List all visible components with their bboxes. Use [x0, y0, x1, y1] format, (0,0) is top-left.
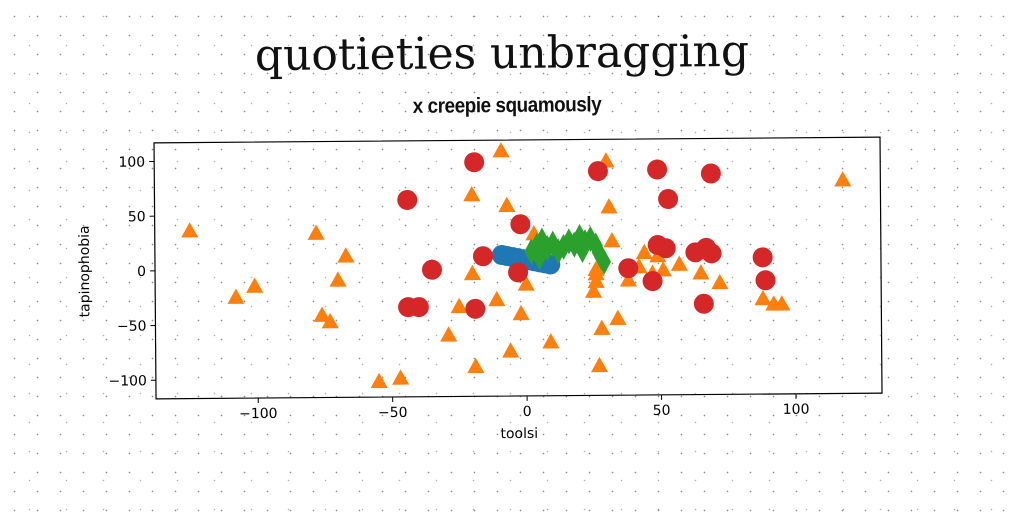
series-3-point-16 — [658, 188, 679, 209]
series-3-point-3 — [408, 297, 429, 318]
series-2-point-32 — [600, 198, 618, 214]
series-2-point-43 — [711, 273, 729, 290]
series-4-point-16 — [532, 243, 547, 270]
series-4-point-17 — [551, 238, 566, 265]
series-2-point-2 — [227, 288, 245, 304]
series-2-point-16 — [467, 357, 485, 374]
series-4-point-6 — [556, 233, 571, 260]
series-2-point-46 — [773, 295, 791, 311]
series-2-point-12 — [440, 326, 458, 342]
series-2-point-47 — [834, 171, 852, 187]
y-tick-label: 0 — [137, 264, 146, 280]
series-2-point-3 — [246, 277, 264, 293]
y-axis-label: tapinophobia — [77, 225, 94, 317]
series-3-point-6 — [465, 298, 486, 319]
y-tick-label: 100 — [118, 155, 145, 171]
series-2-point-1 — [181, 222, 199, 238]
y-tick-label: −50 — [117, 319, 147, 335]
series-3-point-11 — [618, 258, 639, 279]
series-3-point-5 — [464, 152, 485, 173]
series-2-point-21 — [512, 304, 530, 321]
series-1-point-10 — [540, 254, 561, 275]
y-tick-label: −100 — [108, 373, 147, 389]
data-markers — [181, 142, 852, 389]
series-2-point-5 — [313, 306, 331, 322]
series-2-point-6 — [321, 312, 339, 329]
series-2-point-25 — [584, 282, 603, 298]
y-tick-label: 50 — [128, 209, 146, 225]
series-2-point-44 — [754, 289, 772, 306]
series-2-point-40 — [654, 261, 672, 277]
series-2-point-14 — [463, 186, 481, 202]
series-3-point-4 — [421, 259, 442, 280]
series-2-point-30 — [593, 319, 611, 335]
series-3-point-18 — [693, 293, 714, 314]
series-2-point-34 — [609, 309, 627, 326]
x-axis-label: toolsi — [500, 426, 538, 442]
series-3-point-1 — [397, 189, 418, 210]
series-4-point-4 — [540, 235, 555, 262]
series-3-point-14 — [655, 238, 676, 259]
series-2-point-37 — [635, 243, 653, 260]
series-2-point-33 — [603, 232, 621, 248]
x-tick-label: 0 — [523, 404, 532, 420]
x-axis-ticks: −100 −50 0 50 100 — [239, 393, 810, 422]
series-2-point-26 — [587, 272, 605, 288]
series-3-point-7 — [472, 246, 493, 267]
series-2-point-17 — [488, 290, 506, 307]
series-2-point-8 — [337, 247, 355, 263]
series-2-point-22 — [517, 275, 535, 291]
series-3-point-21 — [700, 163, 721, 184]
series-4-point-15 — [597, 248, 612, 275]
series-2-point-28 — [587, 260, 605, 276]
series-2-point-10 — [392, 369, 410, 385]
series-3-point-10 — [587, 161, 608, 182]
series-2-point-9 — [370, 372, 388, 389]
series-2-point-42 — [692, 264, 710, 280]
series-3-point-9 — [508, 262, 529, 283]
series-3-point-22 — [752, 247, 773, 268]
series-3-point-20 — [701, 243, 722, 264]
series-4-point-18 — [575, 236, 590, 263]
series-2-point-7 — [329, 271, 347, 287]
x-tick-label: 100 — [783, 402, 810, 418]
series-2-point-41 — [670, 255, 688, 271]
series-2-point-20 — [502, 342, 520, 358]
y-axis-ticks: −100 −50 0 50 100 — [108, 155, 156, 390]
series-2-point-15 — [463, 264, 481, 281]
series-3-point-8 — [510, 214, 531, 235]
series-3-point-15 — [647, 159, 668, 180]
series-3-point-23 — [755, 270, 776, 291]
x-tick-label: −100 — [239, 406, 278, 422]
series-2-point-19 — [498, 196, 516, 213]
x-tick-label: −50 — [378, 405, 408, 421]
series-3-point-12 — [642, 271, 663, 292]
series-2-point-24 — [542, 333, 560, 349]
series-2-point-29 — [590, 356, 609, 373]
series-2-point-18 — [492, 142, 510, 158]
x-tick-label: 50 — [653, 403, 671, 419]
series-2-point-13 — [450, 297, 468, 314]
series-2-point-35 — [619, 271, 637, 287]
series-2-point-4 — [307, 224, 325, 240]
